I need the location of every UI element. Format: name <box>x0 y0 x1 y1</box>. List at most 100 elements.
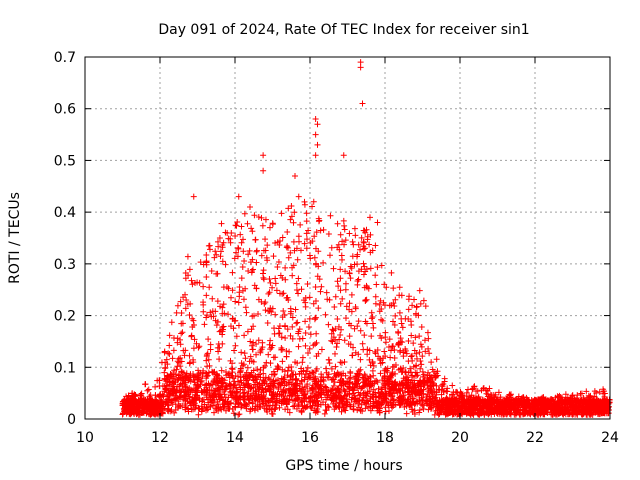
data-point <box>124 402 131 409</box>
data-point <box>330 327 337 334</box>
data-point <box>234 218 241 225</box>
data-point <box>298 377 305 384</box>
data-point <box>205 336 212 343</box>
data-point <box>189 315 196 322</box>
data-point <box>413 398 420 405</box>
data-point <box>352 349 359 356</box>
data-point <box>228 294 234 301</box>
data-point <box>179 402 186 409</box>
data-point <box>293 280 300 287</box>
data-point <box>417 358 424 365</box>
data-point <box>410 388 417 395</box>
data-point <box>312 116 319 123</box>
data-point <box>602 398 609 405</box>
data-point <box>222 368 229 375</box>
data-point <box>303 368 310 375</box>
data-point <box>161 369 168 376</box>
data-point <box>250 339 257 346</box>
data-point <box>426 397 433 404</box>
data-point <box>312 380 319 387</box>
data-point <box>195 375 202 382</box>
data-point <box>424 329 431 336</box>
data-point <box>215 341 222 348</box>
data-point <box>247 385 254 392</box>
data-point <box>601 390 608 397</box>
data-point <box>379 393 386 400</box>
data-point <box>220 323 227 330</box>
data-point <box>370 372 377 379</box>
data-point <box>275 384 282 391</box>
data-point <box>236 411 243 418</box>
data-point <box>127 411 134 418</box>
data-point <box>166 381 173 388</box>
data-point <box>360 245 367 252</box>
data-point <box>235 411 242 418</box>
data-point <box>520 397 527 404</box>
data-point <box>247 338 254 345</box>
data-point <box>425 335 432 342</box>
data-point <box>391 321 398 328</box>
data-point <box>313 339 320 346</box>
data-point <box>274 363 281 370</box>
data-point <box>426 372 433 379</box>
data-point <box>268 410 275 417</box>
data-point <box>309 203 316 210</box>
data-point <box>307 394 314 401</box>
data-point <box>296 326 303 333</box>
data-point <box>194 389 201 396</box>
data-point <box>549 411 556 418</box>
data-point <box>376 405 383 412</box>
data-point <box>252 394 259 401</box>
data-point <box>287 374 294 381</box>
data-point <box>235 299 242 306</box>
data-point <box>481 411 488 418</box>
x-tick-label: 24 <box>601 430 619 446</box>
data-point <box>245 251 252 258</box>
data-point <box>185 387 192 394</box>
data-point <box>145 386 152 393</box>
data-point <box>285 205 292 212</box>
data-point <box>230 384 237 391</box>
data-point <box>420 373 427 380</box>
data-point <box>253 340 260 347</box>
data-point <box>144 399 151 406</box>
plot-frame <box>84 56 611 420</box>
data-point <box>297 380 304 387</box>
data-point <box>152 383 159 390</box>
data-point <box>291 402 298 409</box>
data-point <box>240 236 246 243</box>
data-point <box>244 393 251 400</box>
data-point <box>155 409 162 416</box>
data-point <box>367 214 373 221</box>
data-point <box>309 397 316 404</box>
data-point <box>164 361 171 368</box>
data-point <box>312 298 319 305</box>
data-point <box>262 216 269 223</box>
data-point <box>158 359 165 366</box>
data-point <box>185 405 192 412</box>
data-point <box>285 364 292 371</box>
y-tick-label: 0.7 <box>54 50 76 66</box>
data-point <box>277 272 284 279</box>
data-point <box>408 406 415 413</box>
data-point <box>341 226 348 233</box>
data-point <box>515 393 522 400</box>
data-point <box>361 389 368 396</box>
data-point <box>410 399 417 406</box>
data-point <box>596 388 603 395</box>
data-point <box>387 396 394 403</box>
data-point <box>231 347 238 354</box>
data-point <box>492 391 499 398</box>
data-point <box>355 372 362 379</box>
data-point <box>140 398 147 405</box>
data-point <box>234 378 241 385</box>
data-point <box>601 396 608 403</box>
data-point <box>241 396 248 403</box>
data-point <box>269 305 276 312</box>
data-point <box>337 266 344 273</box>
data-point <box>303 210 310 217</box>
data-point <box>396 397 403 404</box>
data-point <box>430 393 437 400</box>
data-point <box>454 389 461 396</box>
data-point <box>302 318 309 325</box>
